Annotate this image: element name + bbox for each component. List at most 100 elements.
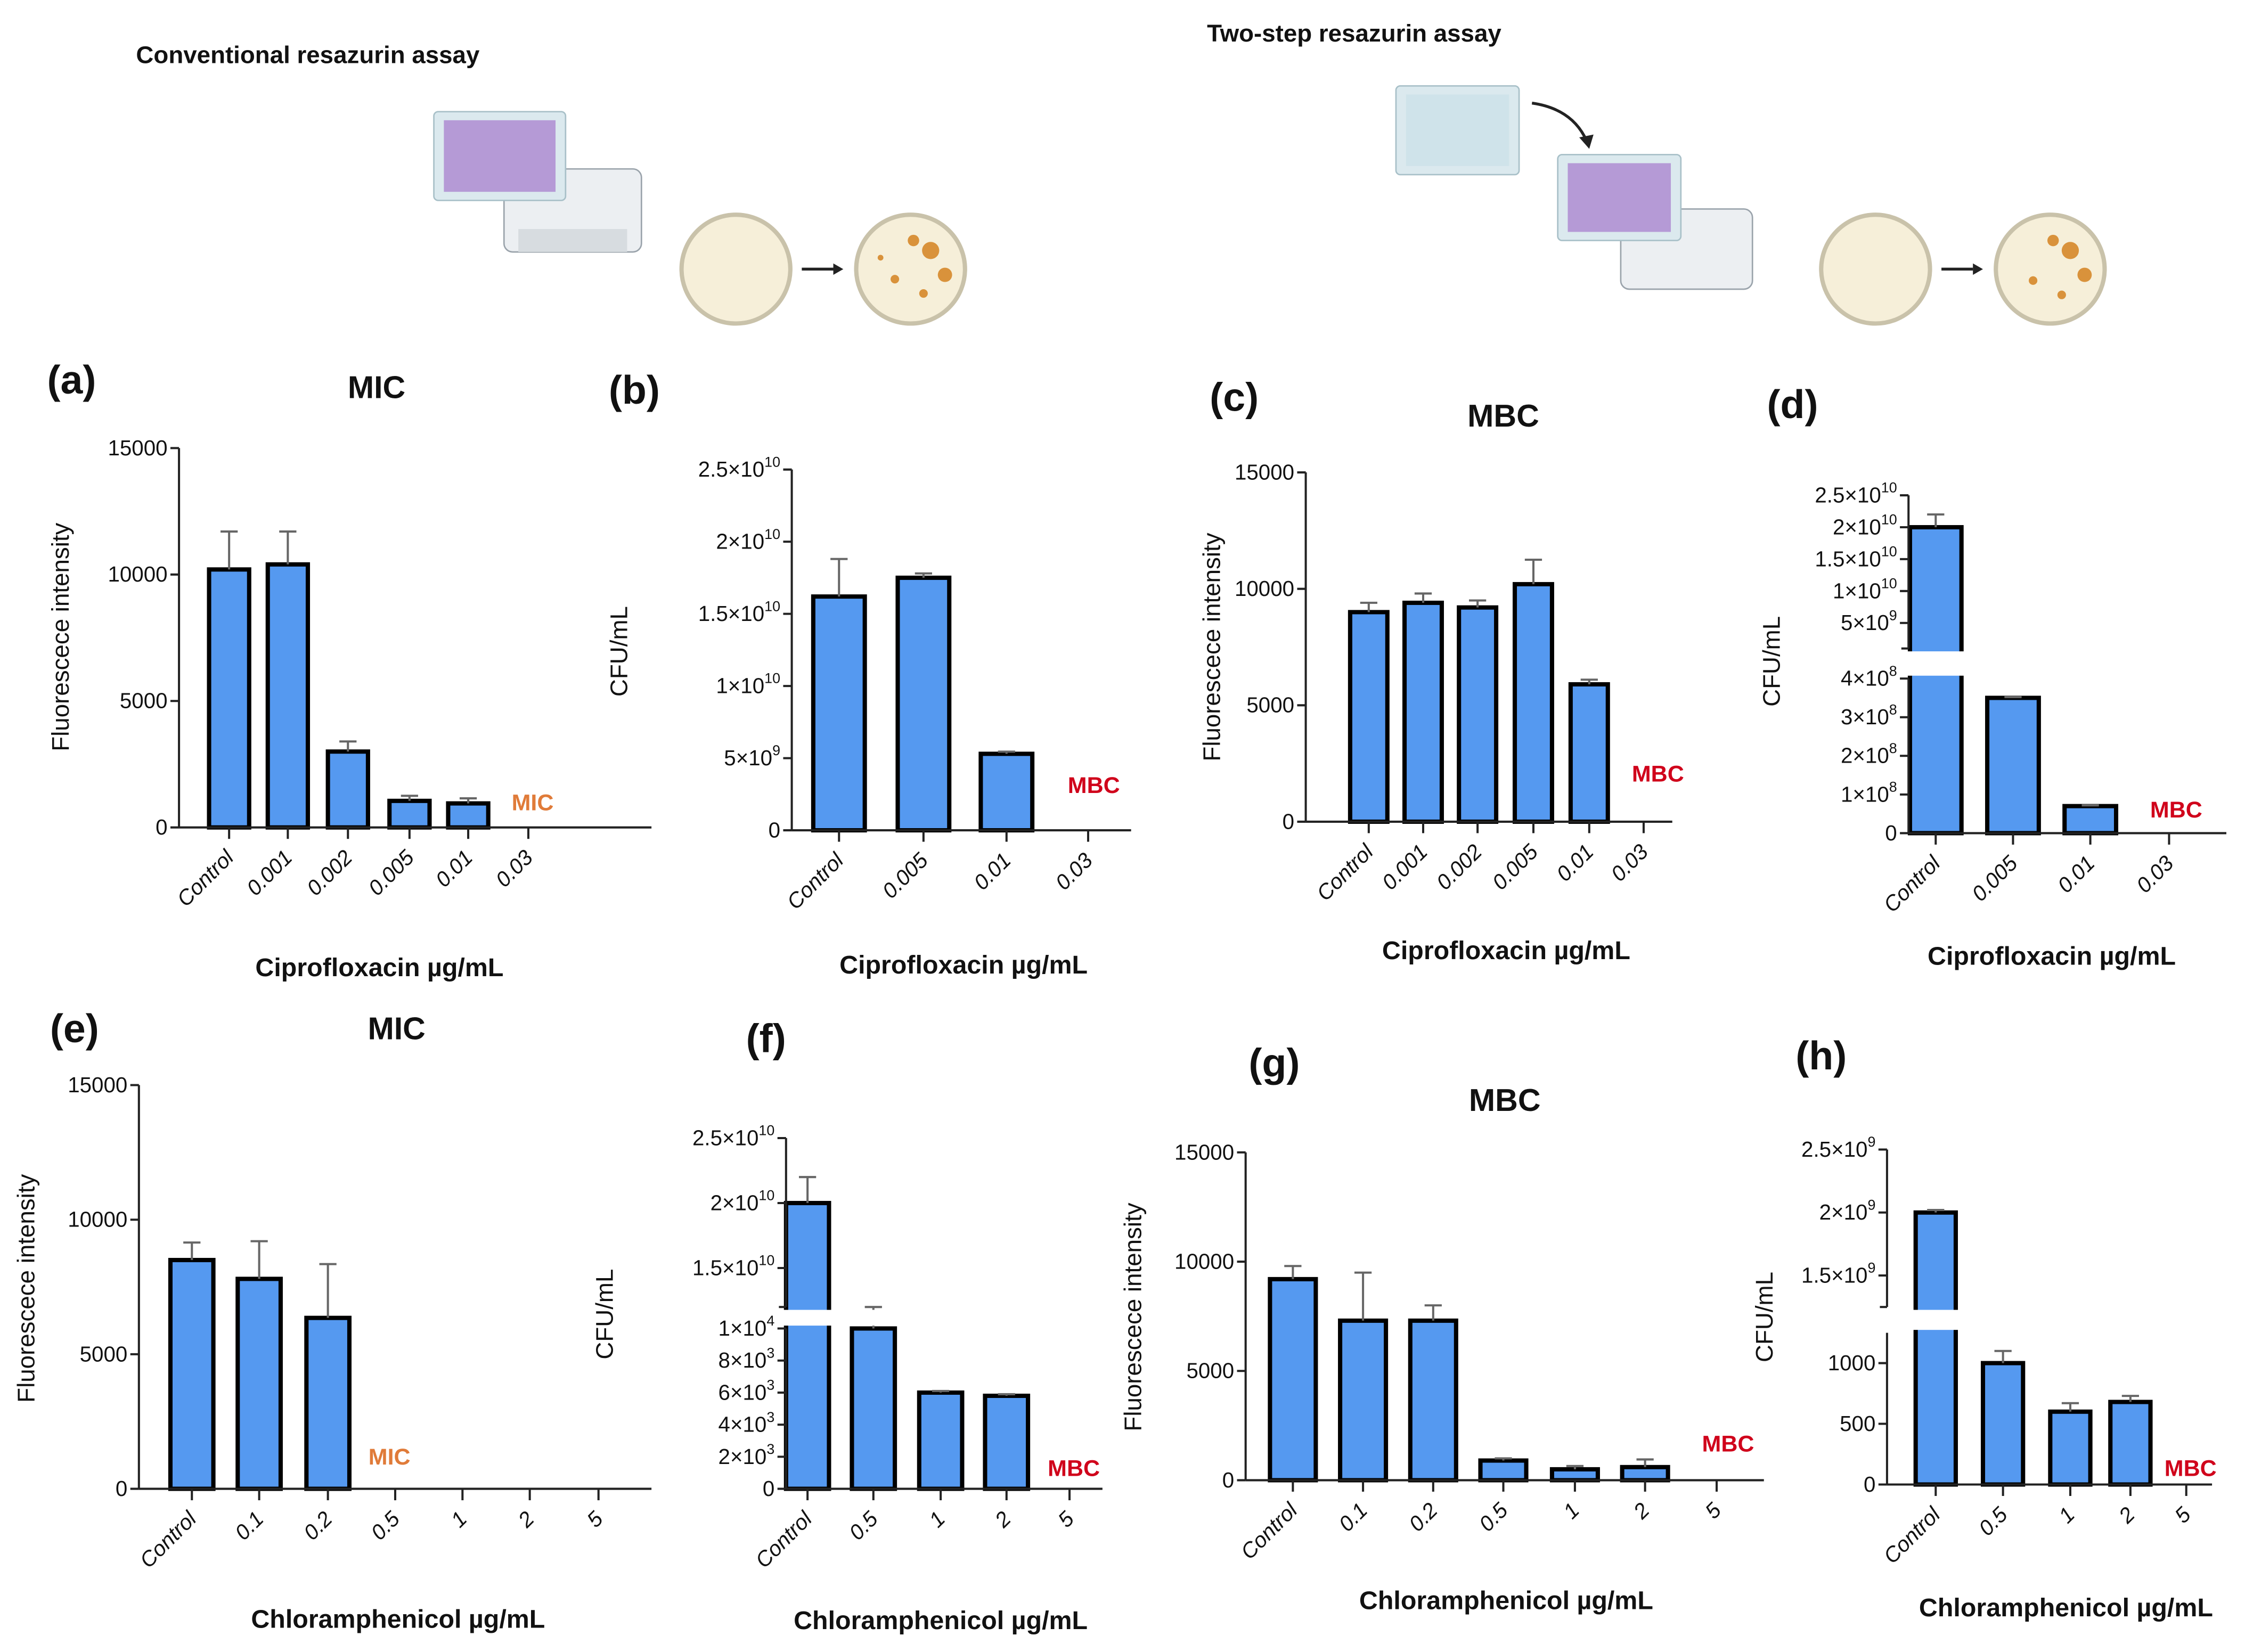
bar: [917, 1390, 965, 1491]
panel-label: (e): [50, 1006, 99, 1051]
conventional-assay-title: Conventional resazurin assay: [136, 41, 480, 68]
petri-dish-empty-icon: [679, 212, 793, 326]
tick-exponent: 10: [758, 1123, 774, 1139]
x-tick-label: 5: [1700, 1498, 1726, 1524]
tick-exponent: 3: [766, 1441, 774, 1457]
axis-break-gap: [780, 1310, 1103, 1326]
bar: [1985, 696, 2041, 836]
x-tick-label: 1: [446, 1507, 471, 1532]
y-tick-label: 0: [1864, 1472, 1875, 1496]
x-tick-label: 0.005: [1967, 850, 2022, 906]
tick-mantissa: 4×10: [1841, 666, 1889, 691]
chart-title: MBC: [1467, 398, 1539, 434]
y-tick-label: 6×103: [719, 1377, 775, 1405]
bar: [1478, 1458, 1529, 1483]
tick-exponent: 10: [1881, 480, 1897, 496]
y-tick-label: 1000: [1828, 1351, 1876, 1375]
x-tick-label: Control: [1879, 850, 1945, 917]
y-axis-label: Fluorescece intensity: [1119, 1203, 1146, 1431]
bar: [304, 1315, 352, 1491]
y-tick-label: 1×104: [719, 1313, 775, 1340]
x-axis-label: Chloramphenicol µg/mL: [251, 1605, 545, 1633]
x-tick-label: 5: [582, 1506, 608, 1532]
tick-mantissa: 2×10: [1819, 1200, 1868, 1224]
tick-mantissa: 1×10: [719, 1316, 767, 1340]
tick-mantissa: 2×10: [1833, 514, 1881, 539]
y-tick-label: 10000: [1235, 576, 1294, 601]
bar: [235, 1277, 283, 1491]
x-tick-label: 2: [513, 1507, 539, 1533]
tick-mantissa: 1.5×10: [1815, 546, 1881, 571]
bar: [2062, 804, 2119, 836]
tick-exponent: 3: [766, 1377, 774, 1393]
y-axis-label: Fluorescece intensity: [47, 522, 74, 751]
y-tick-label: 2×103: [719, 1441, 775, 1469]
tick-exponent: 10: [764, 526, 780, 542]
y-tick-label: 5000: [1246, 693, 1294, 717]
tick-mantissa: 1×10: [1833, 578, 1881, 603]
x-tick-label: 0.1: [230, 1507, 268, 1545]
y-tick-label: 500: [1840, 1411, 1875, 1436]
panel-label: (g): [1248, 1040, 1300, 1085]
y-axis-label: Fluorescece intensity: [1198, 533, 1225, 761]
well-plate-purple-icon: [433, 111, 567, 201]
tick-mantissa: 8×10: [719, 1348, 767, 1372]
tick-exponent: 10: [1881, 512, 1897, 528]
x-tick-label: 0.005: [1487, 839, 1542, 895]
tick-mantissa: 15000: [68, 1073, 127, 1097]
tick-mantissa: 15000: [108, 436, 167, 460]
y-axis-label: CFU/mL: [1751, 1272, 1778, 1362]
y-tick-label: 10000: [68, 1207, 127, 1232]
tick-mantissa: 5000: [1246, 693, 1294, 717]
tick-mantissa: 0: [1222, 1468, 1234, 1492]
y-tick-label: 0: [156, 815, 167, 839]
y-tick-label: 15000: [108, 436, 167, 460]
x-axis-label: Chloramphenicol µg/mL: [794, 1606, 1088, 1635]
x-tick-label: 0.5: [844, 1506, 883, 1545]
panel-g: (g) MBC Chloramphenicol µg/mL Fluorescece i…: [1119, 1040, 1764, 1615]
tick-mantissa: 1.5×10: [1801, 1263, 1867, 1287]
bar: [978, 751, 1035, 833]
x-tick-label: 0.002: [1431, 839, 1487, 895]
y-tick-label: 2.5×1010: [692, 1123, 774, 1150]
tick-exponent: 8: [1889, 663, 1897, 679]
y-tick-label: 0: [1222, 1468, 1234, 1492]
tick-mantissa: 2×10: [1841, 743, 1889, 768]
x-tick-label: 0.03: [1050, 848, 1097, 895]
tick-mantissa: 2×10: [719, 1444, 767, 1469]
panel-b: (b)Ciprofloxacin µg/mLCFU/mL05×1091×1010…: [605, 367, 1131, 979]
tick-mantissa: 1×10: [716, 674, 764, 698]
bar: [1568, 682, 1610, 824]
chart-title: MIC: [368, 1011, 425, 1046]
x-tick-label: 5: [2169, 1502, 2195, 1528]
x-tick-label: 1: [1558, 1498, 1584, 1523]
x-axis-label: Ciprofloxacin µg/mL: [839, 951, 1088, 979]
y-tick-label: 0: [116, 1476, 127, 1501]
y-tick-label: 1.5×1010: [1815, 544, 1897, 571]
axis-break-gap: [1903, 651, 2226, 676]
curved-arrow-icon: [1531, 101, 1594, 149]
y-tick-label: 2×108: [1841, 740, 1897, 768]
x-tick-label: 0.01: [969, 848, 1016, 895]
mic-annotation: MIC: [369, 1444, 411, 1470]
panel-h: (h) Chloramphenicol µg/mL CFU/mL 0 500 1000 1.…: [1751, 1033, 2217, 1622]
mbc-annotation: MBC: [1632, 762, 1684, 787]
bar: [1348, 610, 1390, 824]
x-tick-label: Control: [1879, 1502, 1945, 1568]
tick-exponent: 9: [1867, 1134, 1875, 1150]
mbc-annotation: MBC: [1068, 773, 1120, 798]
tick-exponent: 10: [1881, 575, 1897, 591]
tick-mantissa: 1.5×10: [698, 601, 764, 626]
bar: [1907, 525, 1964, 836]
tick-mantissa: 0: [116, 1476, 127, 1501]
tick-exponent: 8: [1889, 740, 1897, 756]
y-tick-label: 1.5×109: [1801, 1260, 1875, 1288]
x-tick-label: Control: [135, 1506, 201, 1573]
well-plate-purple-icon: [1557, 153, 1682, 241]
bar: [2108, 1400, 2153, 1487]
bar: [1408, 1318, 1458, 1483]
y-tick-label: 1.5×1010: [692, 1253, 774, 1280]
tick-exponent: 9: [1867, 1260, 1875, 1276]
y-tick-label: 2.5×1010: [1815, 480, 1897, 508]
petri-dish-colonies-icon: [854, 212, 967, 326]
